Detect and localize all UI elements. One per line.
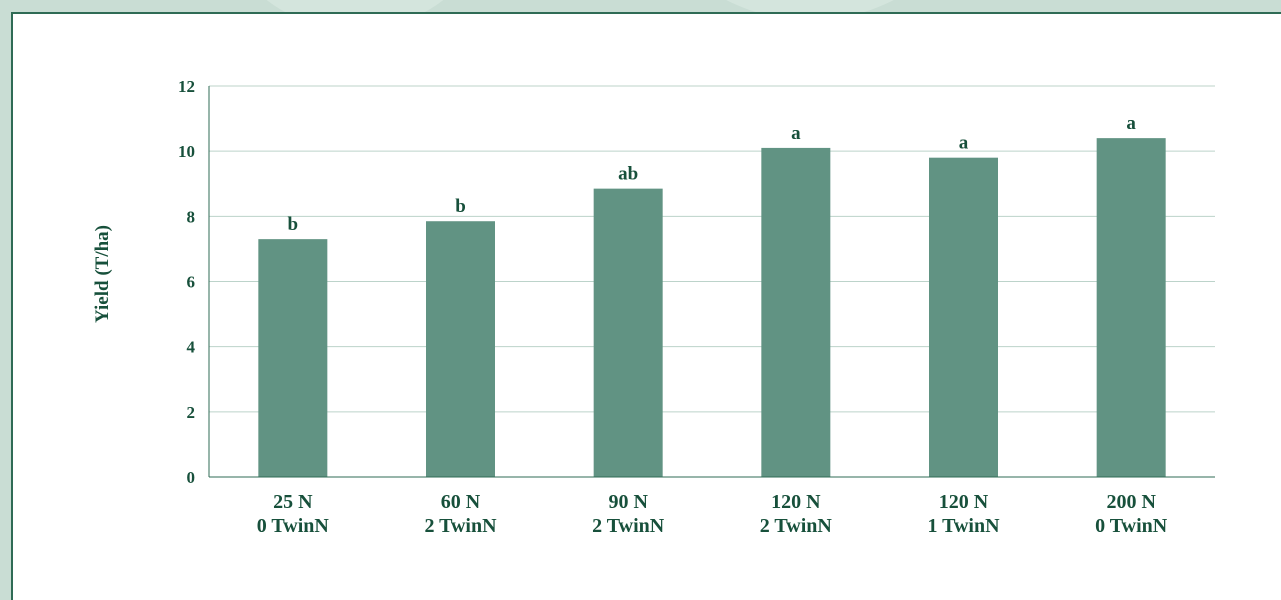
y-tick-label: 4: [187, 338, 196, 357]
bar-data-label: a: [791, 123, 801, 144]
y-tick-label: 2: [187, 403, 196, 422]
bar-data-label: ab: [618, 164, 638, 185]
gridlines: [209, 85, 1215, 413]
y-tick-labels: 0 2 4 6 8 10 12: [178, 77, 196, 487]
bar-data-label: b: [288, 214, 299, 235]
y-tick-label: 8: [187, 207, 196, 226]
bar: [929, 157, 998, 477]
bar: [1096, 138, 1166, 477]
bar: [258, 239, 328, 477]
bar-data-label: a: [959, 133, 969, 154]
bar: [593, 188, 663, 477]
bar: [426, 221, 495, 477]
bars: [258, 138, 1166, 478]
y-tick-label: 0: [187, 468, 196, 487]
y-tick-label: 6: [187, 273, 196, 292]
data-labels: b b ab a a a: [288, 113, 1137, 235]
bar-data-label: b: [455, 196, 466, 217]
bar-data-label: a: [1126, 113, 1136, 134]
bar: [761, 147, 831, 478]
y-tick-label: 12: [178, 77, 195, 96]
y-tick-label: 10: [178, 142, 195, 161]
y-axis-title: Yield (T/ha): [92, 225, 113, 323]
